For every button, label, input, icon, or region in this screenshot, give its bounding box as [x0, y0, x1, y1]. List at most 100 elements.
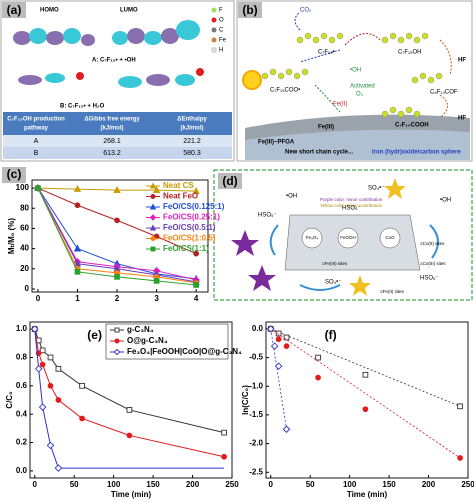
legend-marker	[113, 348, 121, 356]
x-tick-label: 100	[343, 480, 357, 489]
series-line	[34, 329, 225, 469]
species-label: Fe(III)−PFOA	[258, 140, 295, 146]
y-tick-label: 1.0	[16, 324, 28, 333]
phase-label: FeOOH	[340, 235, 356, 240]
marker	[275, 330, 282, 337]
x-axis-title: Time (min)	[347, 490, 388, 499]
species-label: New short chain cycle...	[285, 150, 353, 156]
y-tick-label: 0.2	[16, 438, 28, 447]
note: Purple color: minor contribution	[320, 197, 383, 202]
panel-b: (b) CO₂ C₇F₁₅• C₇F₁₅OH C₇F₁₅COO• •OH Act…	[236, 0, 473, 162]
species-label: HF	[458, 116, 466, 122]
table-cell: 580.3	[183, 150, 201, 157]
label-box	[238, 2, 262, 18]
species-label: O₂	[356, 92, 364, 98]
legend-marker	[150, 246, 156, 252]
label-box	[218, 173, 242, 189]
sphere-layer	[245, 129, 470, 160]
species-label: C₆F₁₃COF	[430, 90, 458, 96]
x-tick-label: 200	[186, 480, 200, 489]
y-tick-label: 0.8	[16, 353, 28, 362]
marker	[315, 354, 321, 361]
x-axis-title: Time (min)	[111, 490, 152, 499]
legend-marker	[149, 203, 157, 210]
marker	[275, 336, 282, 343]
y-axis-title: C/C₀	[5, 391, 14, 409]
panel-d: (d) Purple color: minor contribution Yel…	[213, 169, 473, 301]
marker	[266, 325, 275, 333]
plot-frame	[265, 321, 469, 479]
species-label: C₇F₁₅COOH	[395, 123, 429, 129]
molecule-chains	[261, 32, 443, 118]
legend-marker	[149, 182, 157, 189]
marker	[79, 415, 85, 422]
legend-label: FeO/CS(1:0.5)	[163, 234, 216, 243]
marker	[362, 371, 369, 378]
table-cell: 221.2	[183, 138, 201, 145]
label-box	[2, 2, 26, 18]
marker	[47, 354, 54, 361]
y-tick-label: 40	[20, 244, 29, 253]
label-box	[2, 167, 26, 183]
pathway-a: A: C₇F₁₅• + •OH	[92, 58, 136, 64]
legend-label: Neat FeO	[163, 192, 198, 201]
lumo-label: LUMO	[120, 8, 138, 14]
marker	[34, 365, 43, 373]
pathway-b: B: C₇F₁₅• + H₂O	[60, 104, 105, 110]
marker	[274, 362, 283, 370]
species-label: •OH	[350, 68, 361, 74]
x-tick-label: 50	[70, 480, 79, 489]
marker	[126, 407, 133, 413]
species-label: Fe(II)	[333, 102, 347, 108]
orbital-lumo	[112, 20, 200, 45]
panel-label: (c)	[7, 167, 22, 181]
table-header: (kJ/mol)	[100, 126, 123, 132]
x-tick-label: 2	[115, 294, 120, 303]
table-cell: B	[34, 150, 39, 157]
legend-marker	[150, 236, 156, 241]
marker	[457, 455, 463, 461]
species-label: C₇F₁₅COO•	[270, 88, 300, 94]
site-label: ≡Co(III) sites	[420, 261, 446, 266]
x-tick-label: 4	[194, 294, 199, 303]
marker	[270, 342, 279, 350]
atom-name: C	[219, 28, 224, 34]
y-axis-title: Mₜ/M₀ (%)	[7, 218, 16, 255]
x-tick-label: 250	[461, 480, 474, 489]
marker	[73, 244, 82, 252]
radical-star	[231, 230, 259, 256]
marker	[221, 429, 227, 436]
marker	[282, 425, 291, 434]
legend-marker	[149, 224, 157, 231]
y-axis-title: ln(C/C₀)	[241, 385, 250, 415]
legend-marker	[149, 214, 157, 221]
marker	[55, 365, 62, 372]
y-tick-label: -1.0	[249, 381, 263, 390]
x-tick-label: 100	[107, 480, 121, 489]
table-header: pathway	[24, 126, 49, 132]
x-tick-label: 1	[75, 294, 80, 303]
marker	[79, 382, 85, 389]
site-label: ≡Fe(II) sites	[380, 289, 405, 294]
x-tick-label: 3	[154, 294, 159, 303]
molecule-row	[18, 68, 204, 88]
homo-label: HOMO	[40, 8, 59, 14]
radical-star	[349, 275, 371, 296]
y-tick-label: 0.0	[252, 324, 264, 333]
y-tick-label: 0.6	[16, 381, 28, 390]
marker	[113, 185, 121, 193]
panel-label: (b)	[242, 3, 257, 17]
x-tick-label: 0	[36, 294, 41, 303]
marker	[74, 202, 81, 209]
species-label: SO₄•⁻	[368, 186, 384, 192]
plot-frame	[29, 321, 233, 479]
marker	[283, 334, 290, 341]
marker	[114, 274, 120, 280]
table-header: ΔEnthalpy	[177, 117, 207, 123]
x-tick-label: 150	[146, 480, 160, 489]
y-tick-label: 0.0	[16, 466, 28, 475]
species-label: HSO₅⁻	[420, 276, 439, 282]
marker	[74, 268, 81, 275]
marker	[30, 325, 39, 333]
atom-name: O	[219, 18, 224, 24]
